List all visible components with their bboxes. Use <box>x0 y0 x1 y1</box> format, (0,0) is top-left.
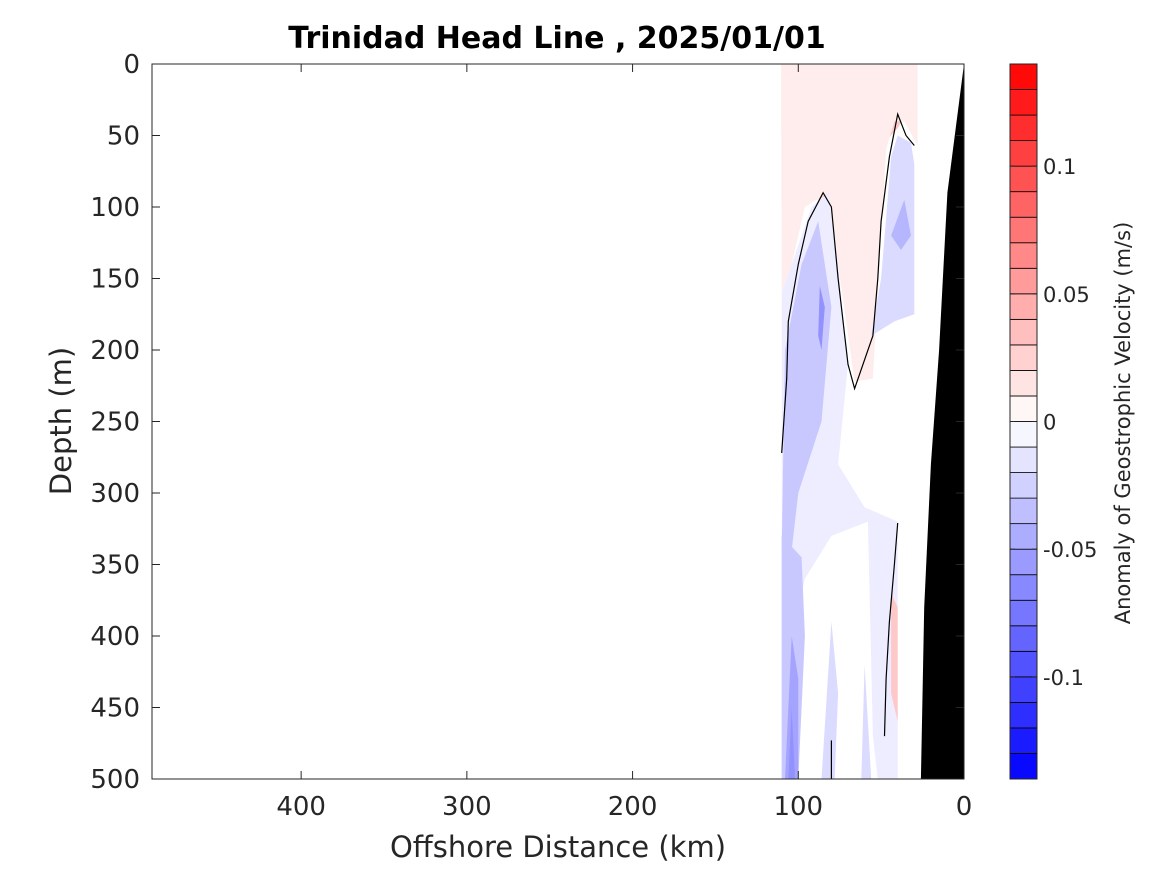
x-tick-label: 300 <box>442 792 492 822</box>
colorbar-tick-label: -0.1 <box>1043 666 1084 690</box>
colorbar-swatch <box>1009 574 1038 601</box>
colorbar-tick-label: 0.1 <box>1043 155 1076 179</box>
zero-contour-line <box>883 522 899 737</box>
y-tick-label: 0 <box>123 50 140 80</box>
contour-region <box>821 621 839 779</box>
x-axis-title: Offshore Distance (km) <box>390 830 726 864</box>
colorbar-swatch <box>1009 625 1038 652</box>
x-axis-ticks: 400 300 200 100 0 <box>276 64 972 822</box>
contour-region <box>781 221 832 551</box>
colorbar-swatch <box>1009 140 1038 167</box>
colorbar-swatch <box>1009 63 1038 90</box>
colorbar-swatch <box>1009 701 1038 729</box>
colorbar-swatch <box>1009 446 1038 473</box>
colorbar-swatch <box>1009 753 1038 780</box>
plot-area: 400 300 200 100 0 0 50 100 150 200 250 300 350 400 45… <box>90 50 972 822</box>
y-axis-title: Depth (m) <box>44 347 78 495</box>
colorbar-swatch <box>1009 497 1038 525</box>
colorbar-swatch <box>1009 114 1038 142</box>
colorbar-swatch <box>1009 318 1038 346</box>
x-tick-label: 200 <box>608 792 658 822</box>
contour-region <box>788 707 795 779</box>
colorbar-swatch <box>1009 89 1038 116</box>
colorbar-swatch <box>1009 344 1038 371</box>
colorbar-swatch <box>1009 523 1038 550</box>
y-tick-label: 100 <box>90 193 140 223</box>
colorbar-swatch <box>1009 727 1038 754</box>
colorbar-title: Anomaly of Geostrophic Velocity (m/s) <box>1111 222 1135 625</box>
y-tick-label: 400 <box>90 622 140 652</box>
contour-fills <box>781 64 918 779</box>
y-tick-label: 200 <box>90 336 140 366</box>
colorbar: -0.1 -0.05 0 0.05 0.1 Anomaly of Geostrophic… <box>1009 63 1135 780</box>
colorbar-swatch <box>1009 421 1038 448</box>
colorbar-swatch <box>1009 165 1038 193</box>
chart-title: Trinidad Head Line , 2025/01/01 <box>288 21 825 56</box>
colorbar-swatch <box>1009 242 1038 269</box>
colorbar-tick-label: 0.05 <box>1043 283 1090 307</box>
colorbar-swatch <box>1009 676 1038 703</box>
colorbar-swatch <box>1009 216 1038 244</box>
colorbar-swatch <box>1009 191 1038 218</box>
bathymetry-shelf <box>920 64 964 779</box>
contour-region <box>861 664 872 779</box>
colorbar-ticks: -0.1 -0.05 0 0.05 0.1 <box>1010 155 1097 690</box>
x-tick-label: 400 <box>276 792 326 822</box>
colorbar-swatch <box>1009 267 1038 295</box>
zero-contour-lines <box>781 111 915 779</box>
y-tick-label: 450 <box>90 694 140 724</box>
y-tick-label: 150 <box>90 265 140 295</box>
colorbar-swatch <box>1009 599 1038 627</box>
colorbar-tick-label: -0.05 <box>1043 538 1097 562</box>
y-tick-label: 50 <box>107 122 140 152</box>
colorbar-swatch <box>1009 293 1038 320</box>
contour-region <box>781 64 918 382</box>
colorbar-swatch <box>1009 395 1038 422</box>
y-tick-label: 300 <box>90 479 140 509</box>
colorbar-swatch <box>1009 472 1038 499</box>
y-axis-ticks: 0 50 100 150 200 250 300 350 400 450 500 <box>90 50 964 795</box>
colorbar-swatch <box>1009 548 1038 576</box>
x-tick-label: 100 <box>773 792 823 822</box>
colorbar-swatch <box>1009 650 1038 678</box>
contour-region <box>818 285 825 350</box>
contour-region <box>891 199 911 250</box>
zero-contour-line <box>781 111 915 454</box>
x-tick-label: 0 <box>956 792 973 822</box>
y-tick-label: 350 <box>90 551 140 581</box>
y-tick-label: 500 <box>90 765 140 795</box>
y-tick-label: 250 <box>90 408 140 438</box>
colorbar-tick-label: 0 <box>1043 411 1056 435</box>
bathymetry-layer <box>920 64 964 779</box>
contour-region <box>891 593 898 722</box>
colorbar-swatch <box>1009 370 1038 397</box>
contour-region <box>785 636 799 779</box>
